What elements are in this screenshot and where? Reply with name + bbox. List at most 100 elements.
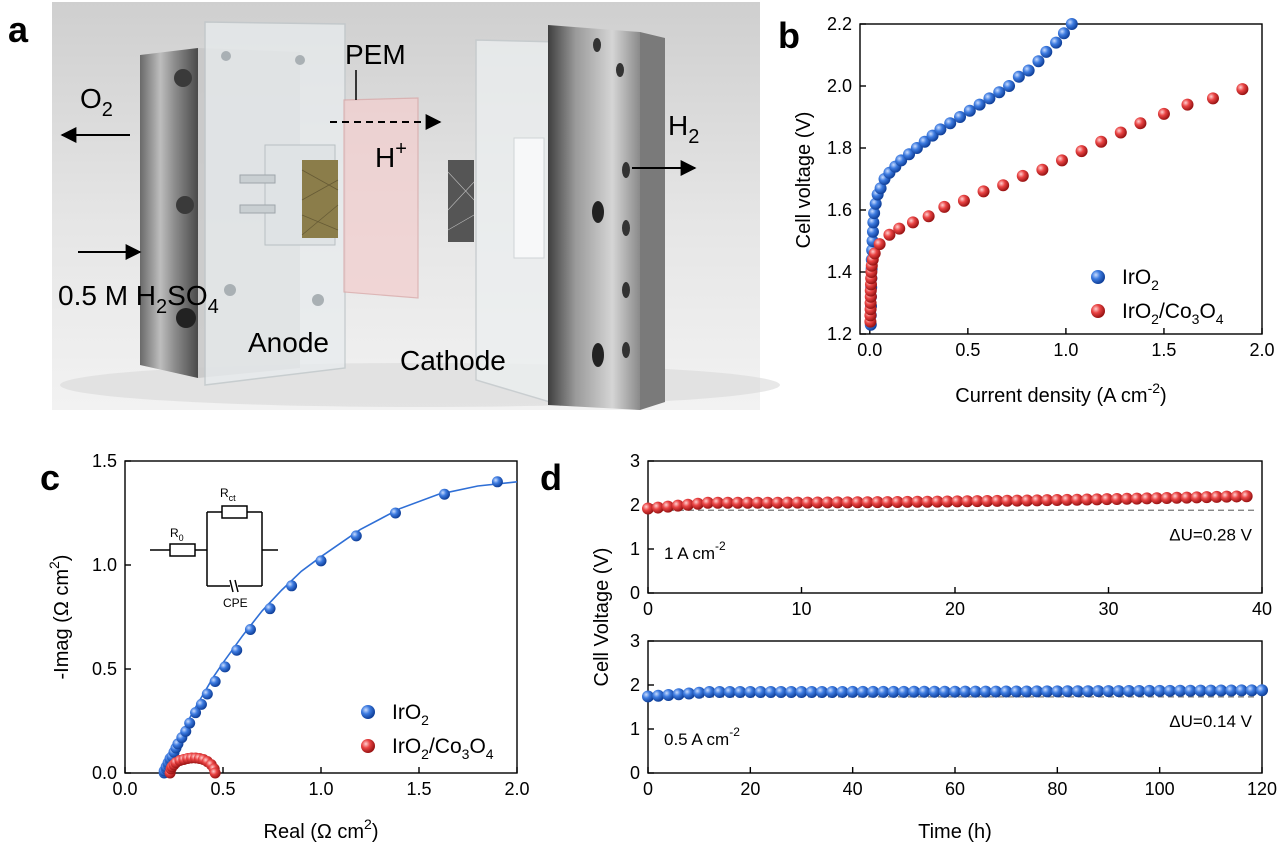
y-tick-label: 0.0 xyxy=(92,763,117,783)
x-tick-label: 120 xyxy=(1247,779,1277,799)
cathode-label: Cathode xyxy=(400,345,506,376)
data-point-blue xyxy=(1041,685,1054,698)
data-point-red xyxy=(1180,491,1193,504)
data-point-red xyxy=(873,238,886,251)
data-point-blue xyxy=(1122,685,1135,698)
data-point-blue xyxy=(491,476,503,488)
data-point-blue xyxy=(350,530,362,542)
data-point-red xyxy=(881,496,894,509)
data-point-blue xyxy=(805,685,818,698)
data-point-red xyxy=(1140,492,1153,505)
data-point-blue xyxy=(1082,685,1095,698)
data-point-red xyxy=(1120,492,1133,505)
data-point-blue xyxy=(928,685,941,698)
y-axis-label: Cell voltage (V) xyxy=(793,112,815,249)
y-tick-label: 3 xyxy=(630,451,640,471)
data-point-red xyxy=(1036,163,1049,176)
data-point-red xyxy=(1041,494,1054,507)
panel-letter-a: a xyxy=(8,9,29,50)
data-point-blue xyxy=(190,707,202,719)
anode-catalyst-mesh xyxy=(302,160,338,238)
data-point-red xyxy=(1190,491,1203,504)
x-tick-label: 2.0 xyxy=(504,779,529,799)
x-axis-label: Time (h) xyxy=(918,821,992,843)
y-tick-label: 1 xyxy=(630,539,640,559)
fit-line xyxy=(163,481,518,774)
data-point-red xyxy=(1051,494,1064,507)
data-point-blue xyxy=(1215,684,1228,697)
data-point-blue xyxy=(1032,55,1045,68)
data-point-blue xyxy=(1040,45,1053,58)
panel-a: a O2 PEM H+ H2 0.5 M H2SO4 Anode Cathode xyxy=(8,2,780,410)
data-point-blue xyxy=(1112,685,1125,698)
data-point-blue xyxy=(1235,684,1248,697)
x-tick-label: 0.0 xyxy=(857,340,882,360)
x-tick-label: 2.0 xyxy=(1249,340,1274,360)
x-tick-label: 1.5 xyxy=(1151,340,1176,360)
panel-letter-c: c xyxy=(40,457,60,498)
data-point-red xyxy=(961,495,974,508)
data-point-blue xyxy=(244,623,256,635)
cathode-plate xyxy=(475,39,561,407)
y-tick-label: 1.8 xyxy=(827,138,852,158)
cpe-element xyxy=(229,579,234,593)
x-tick-label: 10 xyxy=(791,599,811,619)
data-point-blue xyxy=(693,686,706,699)
data-point-blue xyxy=(209,675,221,687)
data-point-blue xyxy=(703,686,716,699)
legend-label: IrO2 xyxy=(1122,266,1159,293)
data-point-red xyxy=(721,496,734,509)
equivalent-circuit-inset: R0 Rct CPE xyxy=(150,486,278,610)
data-point-red xyxy=(209,767,221,779)
y-tick-label: 1.6 xyxy=(827,200,852,220)
data-point-red xyxy=(1206,92,1219,105)
data-point-blue xyxy=(1022,64,1035,77)
data-point-blue xyxy=(949,685,961,698)
data-point-blue xyxy=(764,686,777,699)
data-point-blue xyxy=(1071,685,1084,698)
pem-label: PEM xyxy=(345,39,406,70)
data-point-blue xyxy=(1020,685,1033,698)
data-point-red xyxy=(1157,107,1170,120)
data-point-blue xyxy=(918,685,931,698)
data-point-blue xyxy=(662,688,675,701)
plot-frame xyxy=(859,23,1263,335)
data-point-red xyxy=(771,496,784,509)
data-point-blue xyxy=(672,688,685,701)
data-point-blue xyxy=(1143,684,1156,697)
data-point-blue xyxy=(642,690,654,703)
data-point-blue xyxy=(877,685,890,698)
data-point-red xyxy=(883,228,896,241)
o2-label: O2 xyxy=(80,83,113,121)
data-point-blue xyxy=(1256,684,1268,697)
electrolyte-label: 0.5 M H2SO4 xyxy=(58,280,219,318)
data-point-blue xyxy=(795,685,808,698)
data-point-red xyxy=(1130,492,1143,505)
cathode-texture xyxy=(447,171,475,231)
data-point-blue xyxy=(734,686,747,699)
data-point-red xyxy=(1170,491,1183,504)
pem-membrane xyxy=(343,97,419,299)
data-point-red xyxy=(831,496,844,509)
data-point-blue xyxy=(989,685,1002,698)
data-point-blue xyxy=(775,686,788,699)
x-tick-label: 40 xyxy=(843,779,863,799)
plot-frame xyxy=(124,460,518,774)
data-point-red xyxy=(751,496,764,509)
data-point-blue xyxy=(869,197,882,210)
data-point-blue xyxy=(652,689,665,702)
data-point-red xyxy=(861,496,874,509)
data-point-red xyxy=(1061,493,1074,506)
data-point-blue xyxy=(1102,685,1115,698)
data-point-red xyxy=(1200,491,1213,504)
data-point-blue xyxy=(201,688,213,700)
legend-marker-blue xyxy=(361,705,375,719)
x-tick-label: 100 xyxy=(1145,779,1175,799)
data-point-blue xyxy=(1003,80,1016,92)
legend-marker-red xyxy=(1091,304,1105,318)
legend-label: IrO2 xyxy=(392,701,429,728)
data-point-red xyxy=(893,222,906,235)
cathode-end-plate xyxy=(548,25,665,410)
x-axis-label: Real (Ω cm2) xyxy=(264,816,379,843)
data-point-red xyxy=(761,496,774,509)
